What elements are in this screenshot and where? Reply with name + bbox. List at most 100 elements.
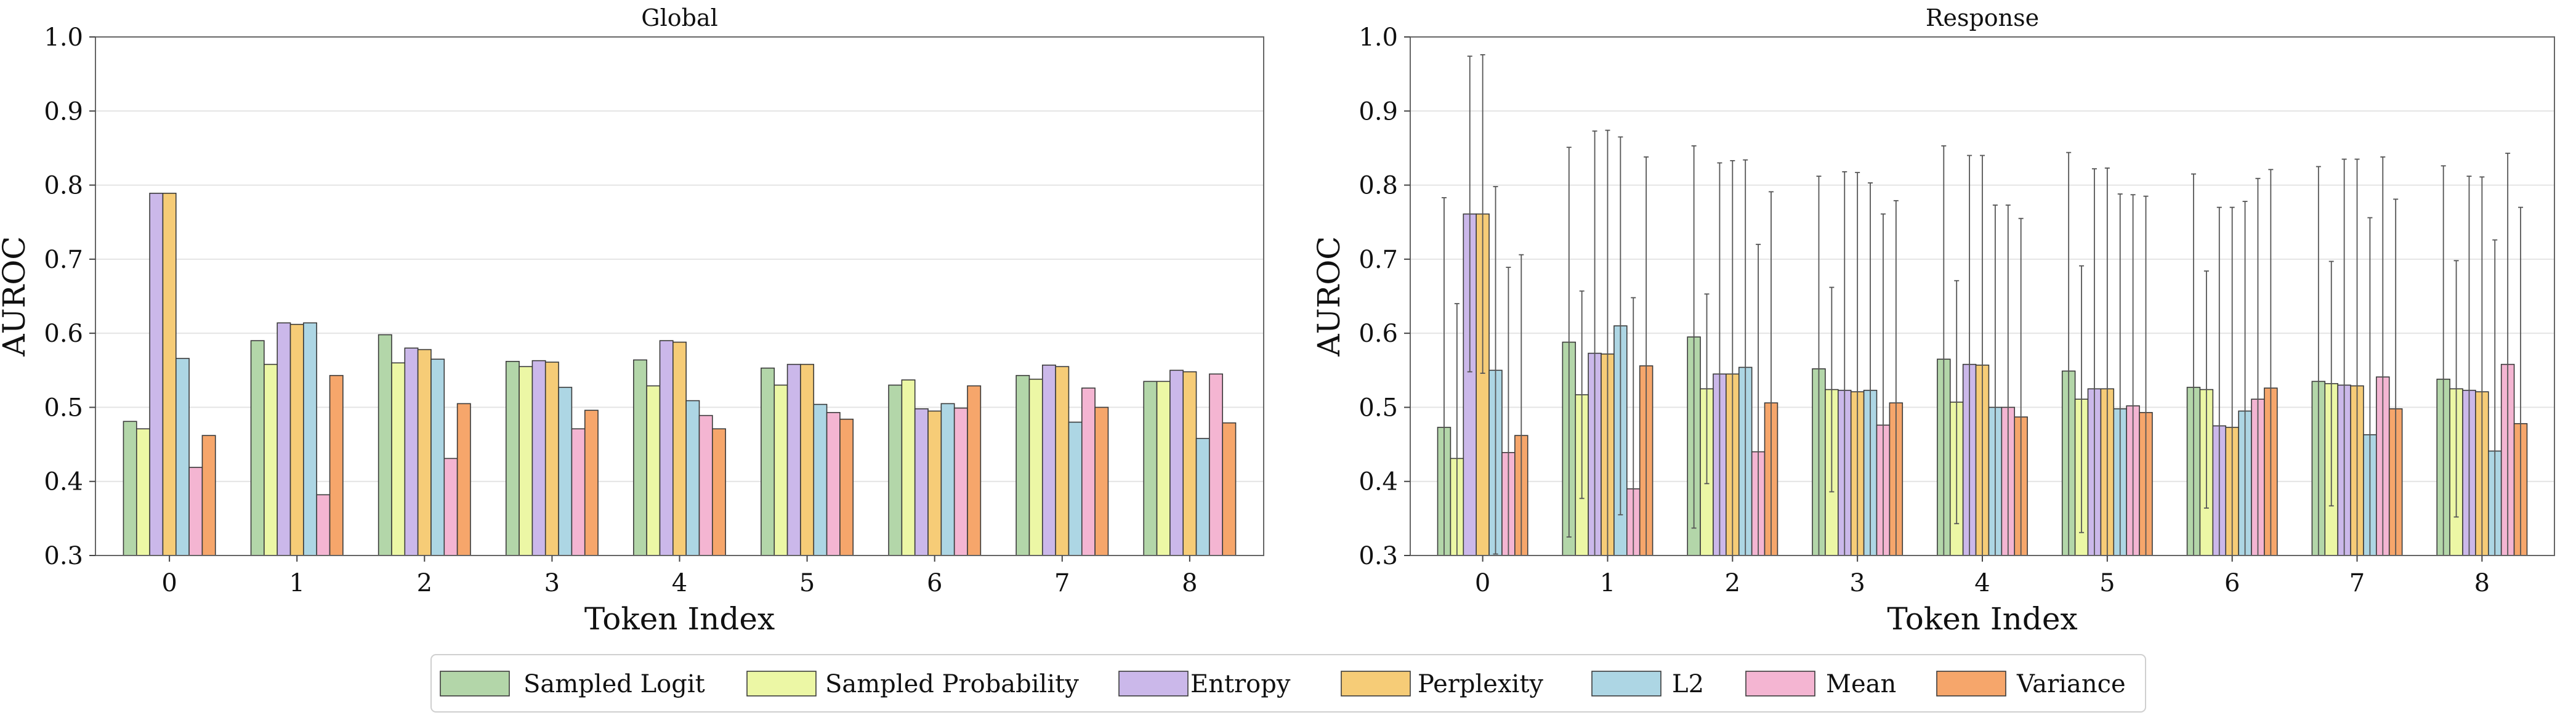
response-error-bar (2479, 176, 2485, 555)
global-y-tick-label: 0.9 (44, 97, 83, 126)
global-bar (443, 458, 458, 556)
global-x-tick-label: 5 (799, 569, 815, 597)
response-error-bar (2190, 173, 2196, 555)
response-x-tick-label: 6 (2224, 569, 2240, 597)
global-bar (1081, 387, 1096, 556)
response-x-tick-label: 7 (2349, 569, 2365, 597)
response-y-tick-label: 1.0 (1359, 23, 1398, 52)
global-x-tick-label: 1 (289, 569, 304, 597)
global-bar (162, 192, 177, 556)
legend-swatch (1341, 671, 1411, 697)
global-bar (277, 322, 291, 556)
response-error-bar (2242, 201, 2248, 555)
response-error-bar (2143, 195, 2149, 555)
global-bar (303, 322, 318, 556)
global-bar (940, 403, 955, 556)
response-error-bar (2341, 158, 2347, 555)
global-bar (571, 428, 586, 556)
global-bar (378, 334, 392, 556)
response-y-tick-label: 0.6 (1359, 320, 1398, 348)
global-bar (901, 379, 916, 556)
response-x-tick-label: 4 (1974, 569, 1990, 597)
global-bar (316, 494, 331, 556)
global-bar (659, 340, 674, 556)
legend-swatch (440, 671, 510, 697)
response-y-tick-label: 0.8 (1359, 172, 1398, 200)
global-bar (1068, 421, 1083, 556)
response-error-bar (2104, 168, 2110, 555)
legend-label: L2 (1672, 670, 1704, 698)
global-bar (1195, 438, 1210, 556)
response-y-tick-label: 0.3 (1359, 542, 1398, 570)
legend-label: Mean (1826, 670, 1896, 698)
response-error-bar (1855, 172, 1860, 555)
global-bar (967, 385, 982, 556)
global-x-tick-label: 2 (417, 569, 432, 597)
global-bar (685, 400, 700, 556)
global-x-axis-label: Token Index (584, 601, 775, 637)
response-y-tick-label: 0.5 (1359, 394, 1398, 422)
response-error-bar (2203, 270, 2209, 509)
response-error-bar (1579, 290, 1585, 499)
global-x-tick-label: 7 (1054, 569, 1070, 597)
response-error-bar (1756, 243, 1761, 555)
response-x-tick-label: 5 (2099, 569, 2115, 597)
response-error-bar (2518, 206, 2524, 555)
response-error-bar (2380, 156, 2386, 555)
response-error-bar (1566, 147, 1572, 538)
response-panel: 0.3 0.4 0.5 0.6 0.7 0.8 0.9 1.0 0 1 2 3 4 5 6 7 8 Respons… (1311, 4, 2555, 637)
global-bar (188, 467, 203, 556)
response-error-bar (2066, 151, 2072, 555)
global-y-tick-label: 0.5 (44, 394, 83, 422)
response-x-tick-label: 8 (2474, 569, 2490, 597)
global-bar (839, 418, 854, 556)
global-bar (531, 360, 546, 556)
global-panel: 0.3 0.4 0.5 0.6 0.7 0.8 0.9 1.0 0 1 2 3 4 5 6 7 8 Global T… (0, 4, 1264, 637)
global-bar (1015, 374, 1030, 556)
response-error-bar (1829, 286, 1835, 493)
response-error-bar (2441, 165, 2446, 555)
legend-swatch (746, 671, 817, 697)
response-error-bar (2117, 193, 2123, 555)
global-bar (773, 384, 788, 556)
response-error-bar (1816, 176, 1822, 555)
global-bar (1169, 370, 1184, 556)
global-bar (927, 410, 942, 556)
response-x-tick-label: 0 (1475, 569, 1490, 597)
response-error-bar (1592, 130, 1597, 555)
response-error-bar (2492, 239, 2498, 555)
global-bar (1143, 381, 1158, 556)
response-y-tick-label: 0.9 (1359, 97, 1398, 126)
global-bar (698, 414, 713, 556)
response-error-bar (2316, 166, 2321, 555)
global-y-tick-label: 0.3 (44, 542, 83, 570)
response-error-bar (1717, 162, 1722, 555)
response-x-tick-label: 2 (1725, 569, 1740, 597)
global-x-tick-label: 8 (1182, 569, 1197, 597)
global-bar (250, 340, 265, 556)
legend-swatch (1118, 671, 1189, 697)
response-error-bar (2367, 217, 2373, 555)
response-error-bar (1941, 145, 1947, 555)
legend-label: Perplexity (1418, 670, 1543, 698)
global-y-tick-label: 0.8 (44, 172, 83, 200)
response-x-tick-label: 3 (1849, 569, 1865, 597)
global-bar (404, 347, 419, 556)
response-error-bar (1454, 303, 1460, 555)
response-error-bar (2328, 261, 2334, 507)
legend-swatch (1936, 671, 2006, 697)
global-bar (289, 323, 304, 556)
global-bar (558, 387, 573, 556)
response-y-tick-label: 0.4 (1359, 468, 1398, 496)
response-error-bar (1954, 280, 1960, 525)
legend-label: Sampled Logit (523, 670, 705, 698)
response-error-bar (2466, 176, 2472, 555)
global-x-tick-label: 6 (927, 569, 942, 597)
global-bar (584, 410, 599, 556)
response-y-tick-label: 0.7 (1359, 246, 1398, 274)
legend-label: Sampled Probability (825, 670, 1079, 698)
legend-label: Entropy (1190, 670, 1291, 698)
global-y-tick-label: 0.6 (44, 320, 83, 348)
response-error-bar (1519, 254, 1524, 555)
legend-swatch (1745, 671, 1815, 697)
